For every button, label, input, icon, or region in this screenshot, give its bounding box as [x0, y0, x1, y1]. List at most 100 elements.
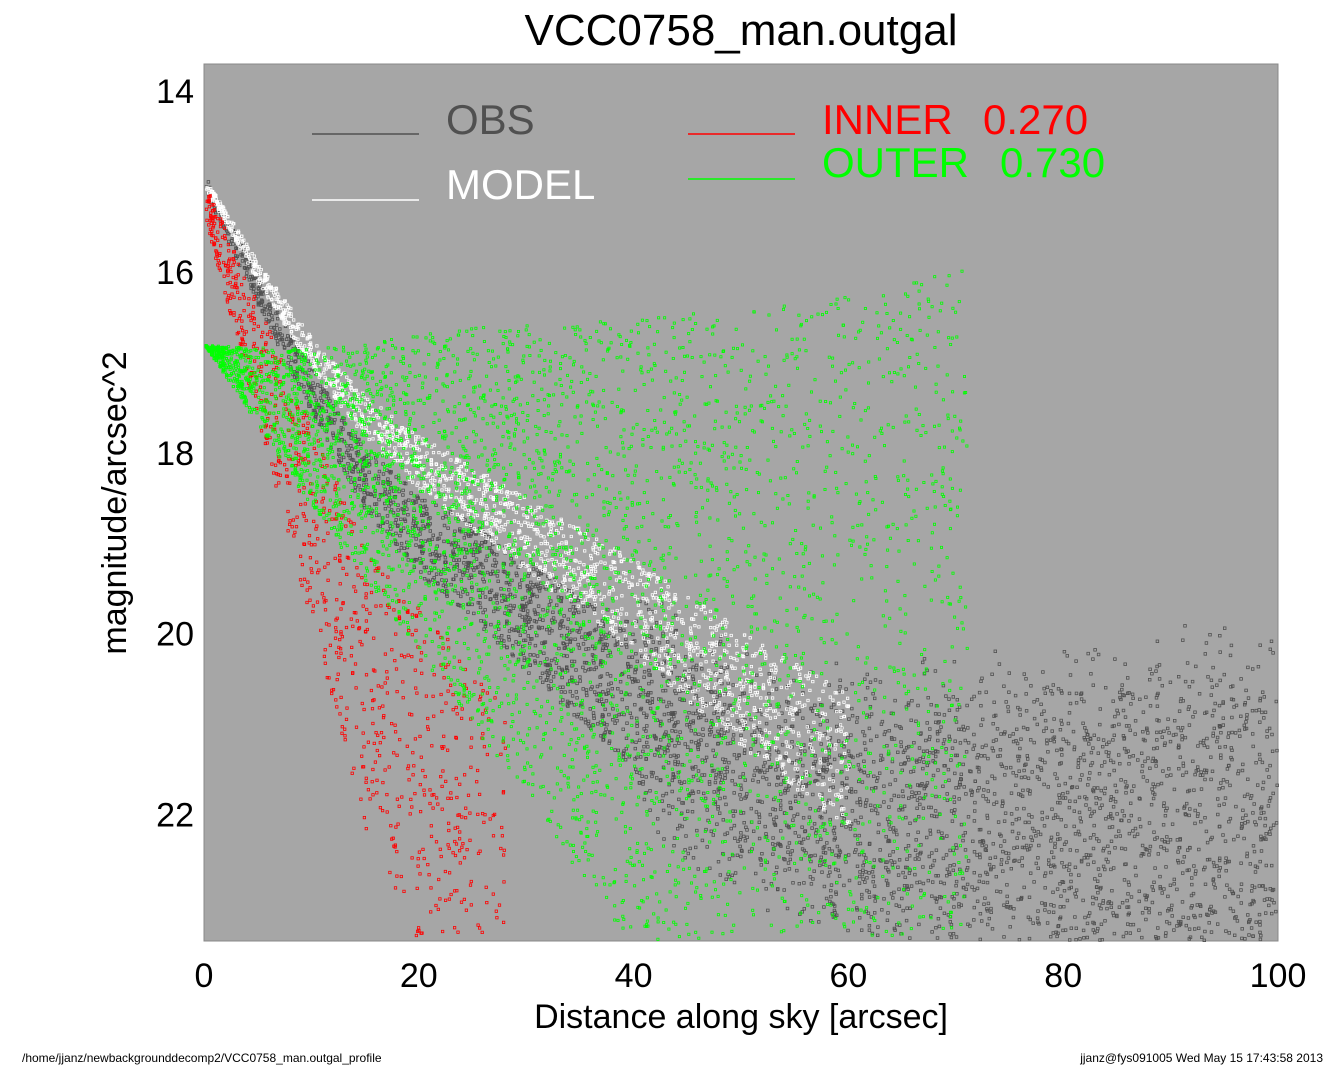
obs-point	[803, 749, 807, 753]
obs-point	[948, 864, 952, 868]
obs-point	[1022, 672, 1026, 676]
obs-point	[387, 504, 391, 508]
obs-point	[1223, 895, 1227, 899]
obs-point	[504, 581, 509, 585]
obs-point	[206, 180, 211, 184]
obs-point	[994, 800, 999, 804]
obs-point	[887, 805, 891, 809]
obs-point	[977, 879, 981, 884]
obs-point	[1086, 862, 1090, 867]
obs-point	[1106, 844, 1110, 848]
obs-point	[1150, 885, 1154, 889]
obs-point	[686, 851, 690, 856]
obs-point	[1203, 711, 1207, 715]
obs-point	[1101, 745, 1105, 749]
obs-point	[636, 679, 640, 683]
obs-point	[1096, 926, 1100, 931]
obs-point	[627, 675, 631, 679]
obs-point	[1215, 739, 1219, 744]
obs-point	[1009, 867, 1013, 871]
obs-point	[950, 895, 954, 899]
obs-point	[1004, 766, 1008, 770]
obs-point	[686, 745, 690, 749]
obs-point	[507, 588, 511, 592]
obs-point	[995, 727, 1000, 731]
obs-point	[1216, 797, 1220, 801]
obs-point	[1138, 697, 1142, 701]
obs-point	[444, 514, 448, 519]
obs-point	[808, 875, 813, 879]
obs-point	[953, 739, 957, 743]
obs-point	[495, 574, 500, 578]
obs-point	[1184, 770, 1189, 775]
obs-point	[936, 917, 941, 921]
obs-point	[1140, 843, 1145, 848]
obs-point	[1088, 853, 1093, 857]
obs-point	[701, 727, 705, 731]
obs-point	[739, 797, 743, 801]
obs-point	[1156, 782, 1160, 787]
obs-point	[686, 809, 690, 813]
obs-point	[353, 485, 358, 489]
obs-point	[986, 799, 990, 804]
obs-point	[824, 896, 829, 901]
obs-point	[1141, 710, 1146, 714]
obs-point	[968, 924, 972, 928]
obs-point	[828, 899, 832, 904]
obs-point	[917, 922, 921, 927]
obs-point	[989, 906, 993, 911]
obs-point	[662, 712, 667, 717]
obs-point	[1052, 717, 1056, 721]
obs-point	[1092, 733, 1096, 737]
obs-point	[600, 619, 605, 623]
obs-point	[523, 638, 528, 642]
obs-point	[495, 553, 499, 557]
obs-point	[908, 854, 912, 858]
obs-point	[900, 896, 904, 901]
obs-point	[908, 936, 912, 940]
obs-point	[980, 676, 984, 680]
obs-point	[800, 841, 804, 845]
obs-point	[787, 867, 792, 871]
obs-point	[1094, 796, 1098, 800]
obs-point	[1014, 783, 1018, 787]
obs-point	[1271, 791, 1275, 796]
obs-point	[867, 726, 872, 731]
obs-point	[1032, 740, 1036, 745]
obs-point	[635, 724, 639, 728]
obs-point	[743, 839, 748, 843]
obs-point	[735, 853, 740, 857]
obs-point	[731, 769, 735, 774]
obs-point	[885, 918, 890, 922]
obs-point	[511, 653, 515, 658]
obs-point	[540, 671, 545, 675]
obs-point	[1256, 665, 1261, 669]
obs-point	[1081, 752, 1086, 757]
obs-point	[1008, 925, 1012, 929]
obs-point	[984, 690, 988, 694]
obs-point	[1200, 935, 1204, 939]
obs-point	[535, 654, 540, 658]
obs-point	[607, 739, 612, 743]
obs-point	[1170, 903, 1174, 908]
obs-point	[558, 700, 563, 705]
obs-point	[675, 762, 680, 767]
obs-point	[1155, 718, 1159, 722]
obs-point	[1020, 864, 1024, 868]
obs-point	[1122, 878, 1127, 882]
obs-point	[1105, 906, 1109, 911]
obs-point	[880, 908, 884, 912]
obs-point	[712, 790, 716, 794]
obs-point	[757, 820, 761, 824]
obs-point	[978, 937, 982, 942]
obs-point	[931, 880, 935, 884]
obs-point	[1060, 861, 1064, 865]
obs-point	[855, 908, 859, 912]
obs-point	[977, 770, 981, 774]
obs-point	[696, 778, 700, 782]
obs-point	[945, 834, 949, 838]
obs-point	[855, 720, 859, 724]
obs-point	[603, 707, 607, 712]
obs-point	[908, 821, 912, 825]
obs-point	[891, 826, 896, 830]
